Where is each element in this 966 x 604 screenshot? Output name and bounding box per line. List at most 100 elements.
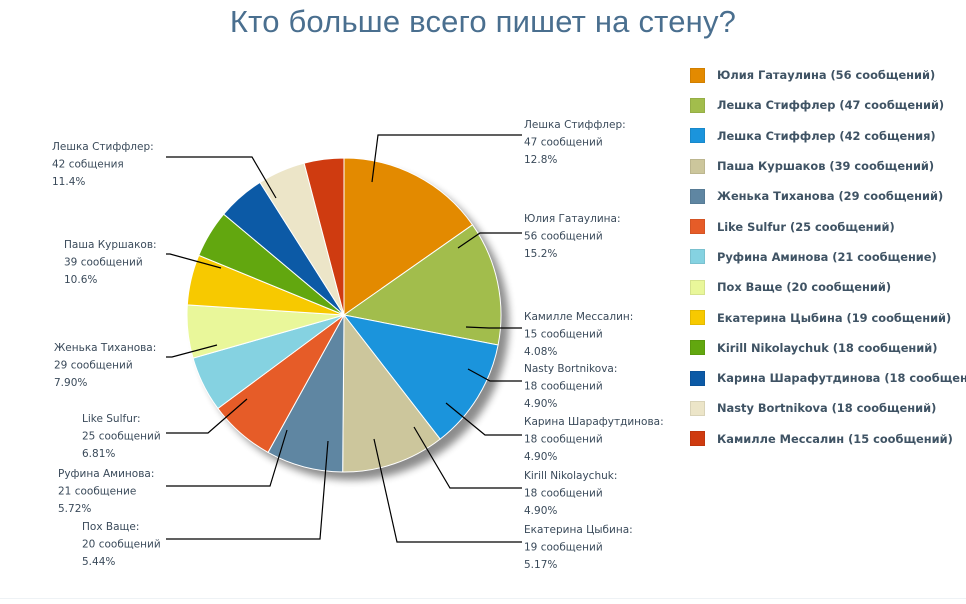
chart-title: Кто больше всего пишет на стену? <box>229 4 737 39</box>
slice-label-percent: 5.17% <box>524 559 557 571</box>
slice-label-count_text: 20 сообщений <box>82 539 161 551</box>
slice-label-name: Лешка Стиффлер: <box>524 119 626 131</box>
label-leader-line <box>166 429 288 487</box>
slice-label: Лешка Стиффлер: 42 собщения 11.4% <box>52 141 154 188</box>
slice-label: Женька Тиханова: 29 сообщений 7.90% <box>54 342 156 389</box>
legend-swatch <box>690 310 705 326</box>
slice-label: Лешка Стиффлер: 47 сообщений 12.8% <box>524 119 626 166</box>
legend-item[interactable]: Юлия Гатаулина (56 сообщений) <box>690 60 966 90</box>
legend-swatch <box>690 128 705 144</box>
slice-label-count_text: 29 сообщений <box>54 360 133 372</box>
legend-item[interactable]: Лешка Стиффлер (42 собщения) <box>690 121 966 151</box>
slice-label-percent: 4.90% <box>524 505 557 517</box>
slice-label-percent: 6.81% <box>82 448 115 460</box>
pie-slice[interactable] <box>342 224 502 346</box>
legend-item[interactable]: Карина Шарафутдинова (18 сообщений) <box>690 363 966 393</box>
pie-slice[interactable] <box>342 313 441 473</box>
legend-label: Екатерина Цыбина (19 сообщений) <box>717 310 952 325</box>
slice-label-count_text: 39 сообщений <box>64 257 143 269</box>
legend-item[interactable]: Паша Куршаков (39 сообщений) <box>690 151 966 181</box>
slice-label-percent: 7.90% <box>54 377 87 389</box>
slice-label-percent: 5.72% <box>58 503 91 515</box>
legend-label: Nasty Bortnikova (18 сообщений) <box>717 401 937 416</box>
legend-swatch <box>690 249 705 265</box>
legend-label: Лешка Стиффлер (42 собщения) <box>717 128 936 143</box>
legend-swatch <box>690 400 705 416</box>
slice-label: Руфина Аминова: 21 сообщение 5.72% <box>58 468 154 515</box>
slice-label-name: Карина Шарафутдинова: <box>524 416 664 428</box>
legend-label: Паша Куршаков (39 сообщений) <box>717 159 935 174</box>
slice-label-count_text: 56 сообщений <box>524 231 603 243</box>
legend-item[interactable]: Пох Ваще (20 сообщений) <box>690 272 966 302</box>
slice-label-count_text: 47 сообщений <box>524 137 603 149</box>
legend-item[interactable]: Екатерина Цыбина (19 сообщений) <box>690 302 966 332</box>
legend-label: Камилле Мессалин (15 сообщений) <box>717 431 953 446</box>
label-leader-line <box>467 368 522 382</box>
label-leader-line <box>457 232 522 249</box>
legend-swatch <box>690 97 705 113</box>
pie-slice[interactable] <box>303 157 345 316</box>
slice-label-count_text: 18 сообщений <box>524 434 603 446</box>
legend-label: Женька Тиханова (29 сообщений) <box>717 189 944 204</box>
slice-label-count_text: 19 сообщений <box>524 542 603 554</box>
slice-label-name: Руфина Аминова: <box>58 468 154 480</box>
slice-label-percent: 11.4% <box>52 176 85 188</box>
slice-label-percent: 10.6% <box>64 274 97 286</box>
slice-label-count_text: 18 сообщений <box>524 381 603 393</box>
slice-label: Паша Куршаков: 39 сообщений 10.6% <box>64 239 157 286</box>
label-leader-line <box>465 326 522 329</box>
legend-label: Пох Ваще (20 сообщений) <box>717 280 892 295</box>
slice-label-name: Юлия Гатаулина: <box>524 213 621 225</box>
slice-label: Kirill Nikolaychuk: 18 сообщений 4.90% <box>524 470 617 517</box>
slice-label-percent: 12.8% <box>524 154 557 166</box>
legend-label: Kirill Nikolaychuk (18 сообщений) <box>717 340 938 355</box>
slice-label-percent: 4.90% <box>524 398 557 410</box>
slice-label-name: Екатерина Цыбина: <box>524 524 633 536</box>
slice-label: Like Sulfur: 25 сообщений 6.81% <box>82 413 161 460</box>
slice-label-percent: 4.90% <box>524 451 557 463</box>
legend-swatch <box>690 431 705 447</box>
slice-label: Пох Ваще: 20 сообщений 5.44% <box>82 521 161 568</box>
legend-swatch <box>690 158 705 174</box>
legend-item[interactable]: Руфина Аминова (21 сообщение) <box>690 242 966 272</box>
slice-label: Екатерина Цыбина: 19 сообщений 5.17% <box>524 524 633 571</box>
legend-swatch <box>690 340 705 356</box>
bottom-divider <box>0 598 966 599</box>
legend-item[interactable]: Камилле Мессалин (15 сообщений) <box>690 424 966 454</box>
legend-label: Like Sulfur (25 сообщений) <box>717 219 895 234</box>
slice-label: Юлия Гатаулина: 56 сообщений 15.2% <box>524 213 621 260</box>
legend-label: Лешка Стиффлер (47 сообщений) <box>717 98 945 113</box>
legend-swatch <box>690 219 705 235</box>
legend-item[interactable]: Like Sulfur (25 сообщений) <box>690 211 966 241</box>
label-leader-line <box>445 402 522 436</box>
slice-label-percent: 4.08% <box>524 346 557 358</box>
slice-label-count_text: 15 сообщений <box>524 329 603 341</box>
legend-swatch <box>690 188 705 204</box>
slice-label-percent: 5.44% <box>82 556 115 568</box>
label-leader-line <box>166 253 222 269</box>
legend-label: Юлия Гатаулина (56 сообщений) <box>717 68 936 83</box>
slice-label-name: Паша Куршаков: <box>64 239 157 251</box>
legend-item[interactable]: Nasty Bortnikova (18 сообщений) <box>690 393 966 423</box>
legend-item[interactable]: Женька Тиханова (29 сообщений) <box>690 181 966 211</box>
slice-label-count_text: 25 сообщений <box>82 431 161 443</box>
label-leader-line <box>371 134 522 183</box>
slice-label-name: Лешка Стиффлер: <box>52 141 154 153</box>
label-leader-line <box>166 156 277 199</box>
slice-label-name: Пох Ваще: <box>82 521 139 533</box>
pie-slice[interactable] <box>342 314 499 440</box>
legend-swatch <box>690 279 705 295</box>
label-leader-line <box>166 440 329 540</box>
pie-slice[interactable] <box>343 157 474 316</box>
slice-label: Камилле Мессалин: 15 сообщений 4.08% <box>524 311 633 358</box>
slice-label-count_text: 18 сообщений <box>524 488 603 500</box>
label-leader-line <box>166 398 248 434</box>
label-leader-line <box>413 426 522 489</box>
slice-label-name: Женька Тиханова: <box>54 342 156 354</box>
slice-label-name: Like Sulfur: <box>82 413 141 425</box>
legend-item[interactable]: Лешка Стиффлер (47 сообщений) <box>690 90 966 120</box>
legend-item[interactable]: Kirill Nikolaychuk (18 сообщений) <box>690 333 966 363</box>
slice-label: Карина Шарафутдинова: 18 сообщений 4.90% <box>524 416 664 463</box>
legend-swatch <box>690 370 705 386</box>
